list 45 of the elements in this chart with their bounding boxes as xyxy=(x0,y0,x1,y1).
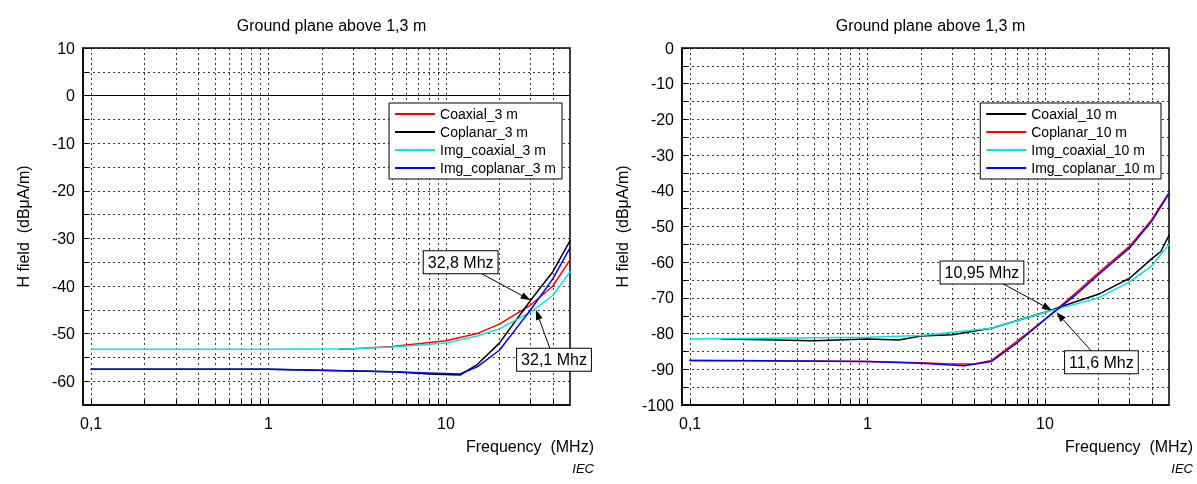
y-tick-label: -60 xyxy=(650,253,675,271)
text: IEC xyxy=(1171,461,1194,476)
x-axis-title: Frequency (MHz) xyxy=(1064,437,1194,455)
y-tick-label: -60 xyxy=(51,372,76,390)
y-tick-label: -90 xyxy=(650,360,675,378)
x-tick-label: 0,1 xyxy=(678,414,702,432)
x-tick-label: 1 xyxy=(863,414,873,432)
chart-title: Ground plane above 1,3 m xyxy=(835,16,1026,34)
y-tick-label: -50 xyxy=(51,325,76,343)
y-tick-label: -80 xyxy=(650,325,675,343)
chart-title: Ground plane above 1,3 m xyxy=(236,16,427,34)
y-tick-label: 0 xyxy=(66,87,76,105)
annotation: 11,6 Mhz xyxy=(1069,353,1134,371)
y-tick-label: -20 xyxy=(650,110,675,128)
y-tick-label: -10 xyxy=(51,134,76,152)
y-tick-label: -30 xyxy=(650,146,675,164)
y-tick-label: 10 xyxy=(57,39,76,57)
y-tick-label: -50 xyxy=(650,218,675,235)
y-axis-title: H field (dBμA/m) xyxy=(613,165,631,288)
legend-label: Img_coplanar_3 m xyxy=(440,160,556,176)
x-tick-label: 1 xyxy=(264,414,274,432)
legend-label: Img_coaxial_10 m xyxy=(1031,142,1145,158)
y-tick-label: -100 xyxy=(641,396,675,414)
legend-label: Img_coplanar_10 m xyxy=(1031,160,1156,176)
y-tick-label: -20 xyxy=(51,182,76,200)
y-tick-label: -70 xyxy=(650,289,675,307)
y-tick-label: -10 xyxy=(650,75,675,93)
x-tick-label: 10 xyxy=(1036,414,1054,432)
x-tick-label: 0,1 xyxy=(79,414,103,432)
legend-label: Coaxial_3 m xyxy=(440,106,518,122)
y-tick-label: 0 xyxy=(665,39,675,57)
y-tick-label: -30 xyxy=(51,229,76,247)
y-axis-title: H field (dBμA/m) xyxy=(14,165,32,288)
x-tick-label: 10 xyxy=(437,414,455,432)
annotation: 32,1 Mhz xyxy=(521,351,587,369)
annotation: 10,95 Mhz xyxy=(944,263,1020,281)
y-tick-label: -40 xyxy=(650,182,675,200)
legend-label: Coaxial_10 m xyxy=(1031,106,1117,122)
text: IEC xyxy=(572,461,595,476)
legend-label: Img_coaxial_3 m xyxy=(440,142,546,158)
x-axis-title: Frequency (MHz) xyxy=(465,437,595,455)
legend-label: Coplanar_10 m xyxy=(1031,124,1127,140)
annotation: 32,8 Mhz xyxy=(427,253,494,271)
legend-label: Coplanar_3 m xyxy=(440,124,528,140)
y-tick-label: -40 xyxy=(51,277,76,295)
